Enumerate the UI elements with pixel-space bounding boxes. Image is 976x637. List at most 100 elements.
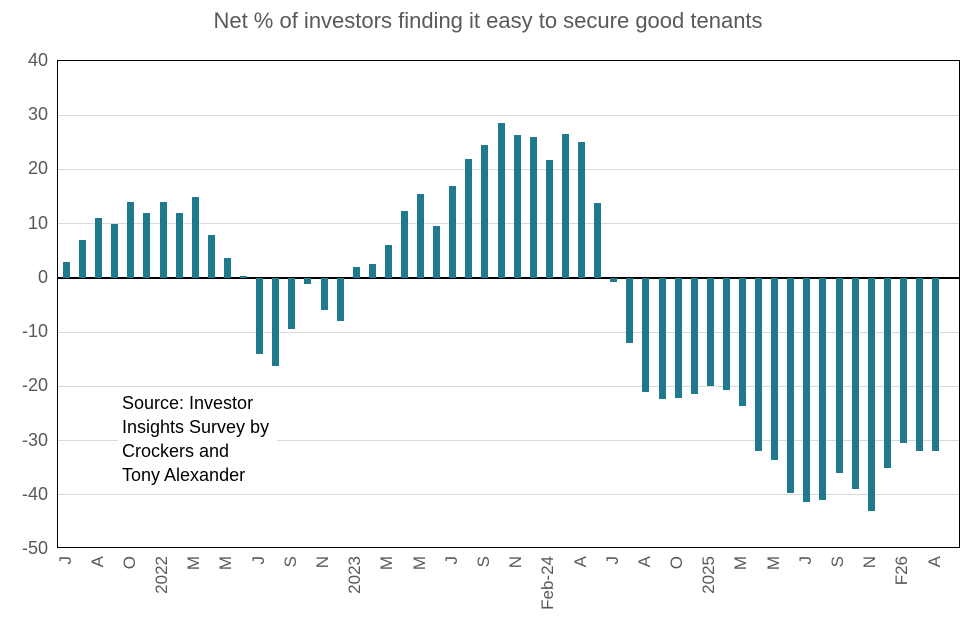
bar [223,257,231,278]
y-tick-label: 0 [37,266,48,287]
bar [272,277,280,367]
bar [771,277,779,460]
bar [63,261,70,278]
gridline [58,114,959,116]
y-tick-label: 10 [27,212,48,233]
bar [545,159,553,278]
bar [803,277,811,502]
bar [79,239,87,278]
y-tick-label: 40 [27,50,48,70]
x-tick-label: S [828,556,848,568]
bar [336,277,344,322]
x-tick-label: J [441,556,461,565]
bar [449,185,457,278]
x-tick-label: M [731,556,751,571]
x-tick-label: 2023 [345,556,365,594]
y-tick-label: -20 [21,375,48,396]
bar [561,134,569,278]
y-tick-label: 30 [27,104,48,125]
bar [159,201,167,278]
source-note: Source: Investor Insights Survey by Croc… [118,389,278,491]
bar [481,145,489,278]
bar [899,277,907,444]
x-tick-label: M [409,556,429,571]
x-tick-label: J [795,556,815,565]
source-note-line: Source: Investor [122,393,254,413]
bar [352,267,360,278]
bar [658,277,666,399]
bar [256,277,264,354]
bar [690,277,698,394]
x-tick-label: A [87,556,107,568]
bar [916,277,924,452]
bar [722,277,730,390]
bar [497,123,505,278]
y-tick-label: -50 [21,538,48,558]
y-tick-label: -40 [21,483,48,504]
bar [417,193,425,278]
bar [207,234,215,278]
bar [529,136,537,278]
gridline [58,385,959,387]
x-tick-label: M [216,556,236,571]
bar [240,275,248,278]
bar [706,277,714,387]
x-tick-label: A [924,556,944,568]
x-tick-label: F26 [892,556,912,586]
x-tick-label: N [860,556,880,569]
bar [288,277,296,329]
x-tick-label: N [313,556,333,569]
x-tick-label: J [248,556,268,565]
x-tick-label: A [634,556,654,568]
gridline [58,168,959,170]
bar [143,212,151,278]
x-tick-label: J [55,556,75,565]
bar [400,211,408,278]
x-tick-label: M [763,556,783,571]
x-tick-label: S [280,556,300,568]
bar [867,277,875,512]
x-tick-label: Feb-24 [538,556,558,610]
bar [883,277,891,468]
y-tick-label: 20 [27,158,48,179]
gridline [58,494,959,496]
bar [304,277,312,285]
plot-area [57,60,960,548]
gridline [58,331,959,333]
bar [320,277,328,311]
bar [755,277,763,452]
bar [127,201,135,278]
bar [835,277,843,474]
zero-line [58,276,959,279]
gridline [58,223,959,225]
bar [674,277,682,398]
bar [626,277,634,343]
x-tick-label: S [473,556,493,568]
y-tick-label: -30 [21,429,48,450]
x-tick-label: M [377,556,397,571]
y-tick-label: -10 [21,321,48,342]
bar [433,226,441,278]
bar [610,277,618,282]
source-note-line: Insights Survey by [122,417,270,437]
bar [368,264,376,278]
x-tick-label: N [506,556,526,569]
chart-title: Net % of investors finding it easy to se… [213,8,763,33]
x-tick-label: 2025 [699,556,719,594]
source-note-line: Tony Alexander [122,465,246,485]
bar [191,196,199,278]
bar [95,218,103,278]
bar [594,203,602,278]
bar [578,142,586,278]
bar [175,212,183,278]
x-tick-label: O [119,556,139,570]
source-note-line: Crockers and [122,441,230,461]
x-tick-label: A [570,556,590,568]
bar [384,245,392,278]
gridline [58,440,959,442]
bar [465,158,473,278]
x-tick-label: 2022 [152,556,172,594]
bar [932,277,940,452]
bar [111,223,119,278]
